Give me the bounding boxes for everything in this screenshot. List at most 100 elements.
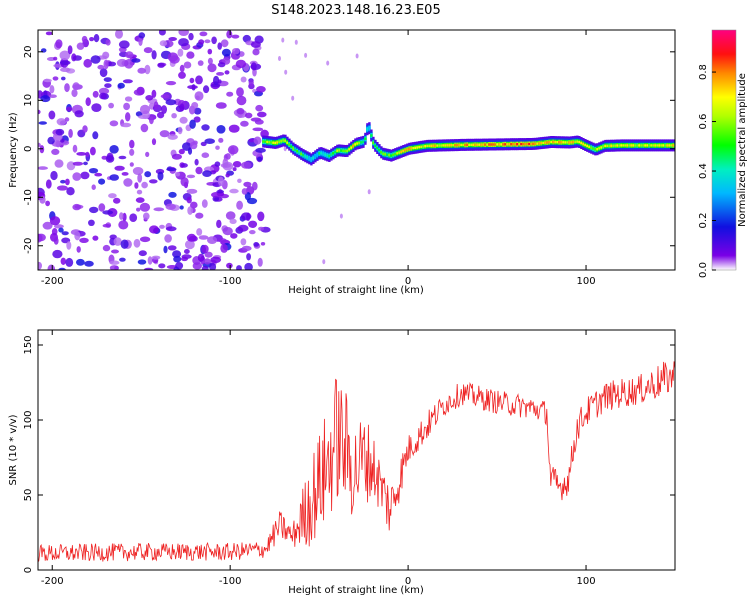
spectrogram-ridge-core — [364, 137, 367, 140]
spectrogram-noise-cell — [109, 234, 117, 240]
spectrogram-ridge-core — [672, 144, 675, 147]
spectrogram-noise-cell — [237, 224, 249, 232]
spectrogram-noise-cell — [118, 40, 130, 49]
spectrogram-noise-cell — [236, 107, 245, 115]
spectrogram-noise-cell — [38, 109, 41, 115]
spectrogram-ridge-core — [508, 143, 511, 146]
spectrogram-noise-cell — [67, 45, 73, 55]
spectrogram-ridge-core — [294, 148, 297, 152]
spectrogram-noise-cell — [210, 256, 222, 263]
spectrogram-ridge-core — [480, 143, 483, 146]
spectrogram-noise-cell — [98, 203, 106, 212]
spectrogram-noise-cell — [241, 212, 252, 221]
spectrogram-noise-cell — [38, 142, 41, 148]
spectrogram-x-axis-label: Height of straight line (km) — [288, 285, 424, 296]
spectrogram-ridge-core — [452, 144, 455, 147]
spectrogram-ridge-core — [390, 154, 393, 157]
spectrogram-noise-cell — [229, 188, 239, 194]
spectrogram-noise-cell — [174, 171, 181, 177]
spectrogram-noise-cell — [125, 51, 134, 59]
spectrogram-noise-cell — [117, 82, 125, 89]
spectrogram-noise-cell — [66, 187, 75, 196]
snr-x-ticks: -200 -100 0 100 — [41, 330, 596, 587]
spectrogram-ridge-core — [314, 155, 317, 158]
spectrogram-noise-cell — [159, 130, 170, 138]
spectrogram-noise-cell — [54, 159, 64, 168]
spectrogram-noise-cell — [64, 117, 70, 122]
spectrogram-noise-cell — [115, 30, 123, 39]
spectrogram-noise-cell — [187, 85, 198, 90]
spectrogram-noise-cell — [215, 145, 220, 150]
spectrogram-noise-cell — [124, 96, 133, 102]
spectrogram-ridge-core — [500, 143, 503, 146]
spectrogram-noise-cell — [241, 188, 248, 195]
spectrogram-noise-cell — [197, 253, 205, 262]
spectrogram-ridge-core — [482, 143, 485, 146]
spectrogram-ridge-core — [430, 144, 433, 147]
spectrogram-noise-cell — [248, 138, 256, 143]
spectrogram-noise-cell — [38, 233, 43, 243]
spectrogram-noise-cell — [74, 110, 84, 118]
spectrogram-noise-cell — [66, 241, 72, 250]
spectrogram-ridge-core — [472, 143, 475, 146]
spectrogram-ridge-core — [338, 149, 341, 152]
spectrogram-ridge-core — [362, 140, 365, 144]
spectrogram-noise-cell — [178, 30, 189, 36]
spectrogram-ridge-core — [486, 143, 489, 146]
spectrogram-noise-cell — [81, 35, 88, 43]
spectrogram-noise-cell — [84, 260, 94, 267]
spectrogram-ridge-core — [368, 127, 371, 130]
spectrogram-x-ticks: -200 -100 0 100 — [41, 30, 596, 287]
spectrogram-ridge-core — [464, 143, 467, 147]
spectrogram-noise-cell — [122, 79, 133, 84]
spectrogram-noise-cell — [151, 255, 161, 260]
spectrogram-ridge-core — [306, 156, 309, 159]
spectrogram-noise-cell — [80, 171, 90, 180]
spectrogram-ridge-core — [632, 144, 635, 147]
colorbar-tick-label: 0.0 — [698, 262, 709, 278]
spectrogram-ridge-core — [586, 144, 589, 148]
spectrogram-ridge-core — [516, 143, 519, 146]
spectrogram-noise-cell — [119, 212, 124, 220]
spectrogram-noise-cell — [189, 119, 196, 129]
spectrogram-noise-cell — [200, 141, 207, 147]
spectrogram-noise-cell — [102, 210, 114, 215]
spectrogram-noise-cell — [225, 153, 231, 160]
spectrogram-ridge-core — [402, 149, 405, 153]
spectrogram-x-tick-label: -100 — [219, 276, 242, 287]
spectrogram-ridge-core — [492, 143, 495, 146]
colorbar-gradient — [712, 30, 736, 270]
spectrogram-noise-cell — [58, 227, 64, 233]
spectrogram-y-ticks: -20 -10 0 10 20 — [23, 45, 675, 254]
spectrogram-noise-cell — [183, 61, 192, 69]
spectrogram-noise-cell — [151, 89, 157, 98]
spectrogram-noise-cell — [178, 71, 186, 79]
spectrogram-noise-cell — [48, 94, 57, 98]
spectrogram-noise-cell — [153, 207, 165, 212]
spectrogram-noise-cell — [55, 128, 65, 136]
spectrogram-noise-cell — [163, 245, 168, 254]
spectrogram-ridge-core — [540, 141, 543, 145]
spectrogram-ridge-core — [626, 144, 629, 147]
spectrogram-ridge-core — [308, 157, 311, 160]
spectrogram-noise-cell — [168, 191, 177, 198]
spectrogram-ridge-core — [276, 141, 279, 144]
spectrogram-ridge-core — [340, 149, 343, 152]
spectrogram-noise-cell — [246, 253, 252, 261]
spectrogram-y-tick-label: -10 — [23, 189, 34, 205]
spectrogram-ridge-core — [566, 141, 569, 144]
spectrogram-ridge-core — [606, 144, 609, 147]
spectrogram-noise-cell — [149, 225, 159, 234]
spectrogram-noise-cell — [138, 32, 146, 39]
spectrogram-ridge-core — [408, 147, 411, 150]
spectrogram-noise-cell — [102, 223, 111, 228]
spectrogram-noise-cell — [144, 171, 152, 178]
spectrogram-noise-cell — [172, 250, 182, 258]
spectrogram-noise-cell — [254, 119, 264, 125]
spectrogram-noise-cell — [284, 69, 288, 75]
snr-series-line — [38, 361, 675, 562]
colorbar-label: Normalized spectral amplitude — [737, 73, 748, 227]
spectrogram-noise-cell — [255, 104, 264, 112]
spectrogram-ridge-core — [388, 153, 391, 157]
